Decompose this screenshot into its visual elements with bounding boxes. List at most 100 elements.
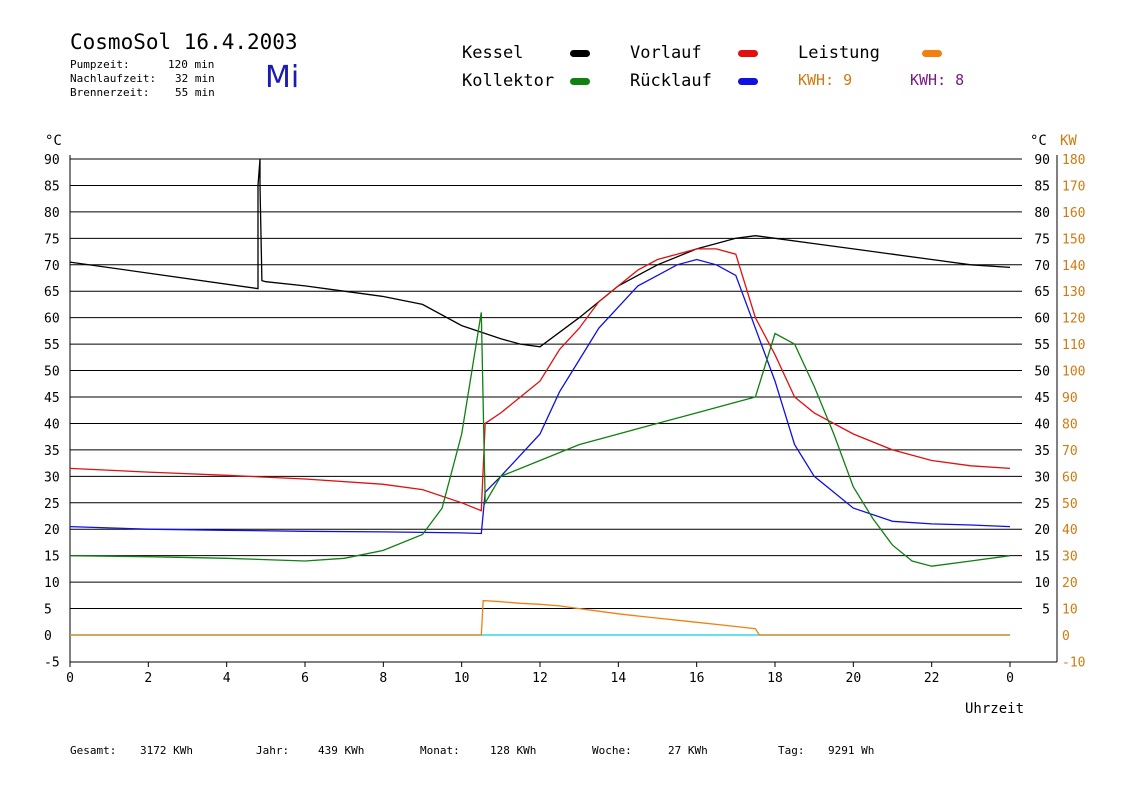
y-tick-label-right: 90 — [1034, 153, 1050, 168]
y-tick-label-right: 5 — [1042, 603, 1050, 618]
legend-kollektor-label: Kollektor — [462, 71, 555, 91]
series-kessel-line — [69, 158, 1011, 348]
x-tick-label: 18 — [767, 671, 783, 686]
y-tick-label-left: -5 — [44, 655, 60, 670]
y-tick-label-kw: 30 — [1062, 550, 1078, 565]
weekday-label: Mi — [265, 60, 300, 95]
footer-jahr-label: Jahr: — [256, 744, 290, 757]
legend-vorlauf-label: Vorlauf — [630, 43, 702, 63]
y-tick-label-kw: 160 — [1062, 206, 1085, 221]
y-tick-label-left: 55 — [44, 338, 60, 353]
y-tick-label-left: 80 — [44, 206, 60, 221]
y-tick-label-right: 10 — [1034, 576, 1050, 591]
kwh-purple-value: KWH: 8 — [910, 71, 965, 89]
legend-leistung-label: Leistung — [798, 43, 880, 63]
legend-kollektor-swatch — [570, 78, 590, 85]
y-tick-label-kw: 60 — [1062, 470, 1078, 485]
x-tick-label: 0 — [1006, 671, 1014, 686]
x-axis-label: Uhrzeit — [965, 701, 1025, 717]
left-axis-unit: °C — [45, 133, 62, 149]
footer-gesamt-label: Gesamt: — [70, 744, 117, 757]
axis-tick-labels: -505101520253035404550556065707580859051… — [44, 153, 1085, 686]
y-tick-label-kw: 90 — [1062, 391, 1078, 406]
kwh-orange-value: KWH: 9 — [798, 71, 853, 89]
y-tick-label-left: 75 — [44, 232, 60, 247]
y-tick-label-right: 55 — [1034, 338, 1050, 353]
y-tick-label-right: 35 — [1034, 444, 1050, 459]
x-tick-label: 10 — [454, 671, 470, 686]
y-tick-label-kw: 110 — [1062, 338, 1085, 353]
y-tick-label-left: 5 — [44, 603, 52, 618]
y-tick-label-right: 50 — [1034, 365, 1050, 380]
y-tick-label-right: 30 — [1034, 470, 1050, 485]
y-tick-label-kw: 20 — [1062, 576, 1078, 591]
y-tick-label-left: 0 — [44, 629, 52, 644]
series-ruecklauf-line — [69, 258, 1011, 535]
y-tick-label-right: 70 — [1034, 259, 1050, 274]
y-tick-label-left: 15 — [44, 550, 60, 565]
series-kollektor-line — [69, 312, 1011, 567]
y-tick-label-kw: 70 — [1062, 444, 1078, 459]
y-tick-label-kw: 100 — [1062, 365, 1085, 380]
stat-brennerzeit-value: 55 min — [175, 86, 215, 99]
y-tick-label-left: 45 — [44, 391, 60, 406]
footer-gesamt-value: 3172 KWh — [140, 744, 193, 757]
y-tick-label-left: 85 — [44, 179, 60, 194]
y-tick-label-left: 65 — [44, 285, 60, 300]
footer-jahr-value: 439 KWh — [318, 744, 365, 757]
x-tick-label: 14 — [611, 671, 627, 686]
y-tick-label-kw: 150 — [1062, 232, 1085, 247]
x-tick-label: 16 — [689, 671, 705, 686]
y-tick-label-kw: 80 — [1062, 417, 1078, 432]
legend-kessel-label: Kessel — [462, 43, 524, 63]
y-tick-label-right: 45 — [1034, 391, 1050, 406]
y-tick-label-kw: 40 — [1062, 523, 1078, 538]
y-tick-label-right: 25 — [1034, 497, 1050, 512]
y-tick-label-left: 30 — [44, 470, 60, 485]
stat-nachlaufzeit-value: 32 min — [175, 72, 215, 85]
y-tick-label-left: 20 — [44, 523, 60, 538]
stat-nachlaufzeit-label: Nachlaufzeit: — [70, 72, 157, 85]
x-tick-label: 20 — [846, 671, 862, 686]
footer-woche-label: Woche: — [592, 744, 632, 757]
stat-pumpzeit-value: 120 min — [168, 58, 215, 71]
y-tick-label-left: 90 — [44, 153, 60, 168]
footer-tag-value: 9291 Wh — [828, 744, 875, 757]
x-tick-label: 12 — [532, 671, 548, 686]
y-tick-label-kw: 180 — [1062, 153, 1085, 168]
y-tick-label-right: 75 — [1034, 232, 1050, 247]
y-tick-label-right: 20 — [1034, 523, 1050, 538]
footer-tag-label: Tag: — [778, 744, 805, 757]
y-tick-label-kw: 10 — [1062, 603, 1078, 618]
y-tick-label-left: 60 — [44, 312, 60, 327]
y-tick-label-left: 10 — [44, 576, 60, 591]
x-tick-label: 2 — [144, 671, 152, 686]
y-tick-label-kw: 130 — [1062, 285, 1085, 300]
y-tick-label-left: 70 — [44, 259, 60, 274]
y-tick-label-kw: 120 — [1062, 312, 1085, 327]
y-tick-label-kw: 50 — [1062, 497, 1078, 512]
x-tick-label: 6 — [301, 671, 309, 686]
legend-vorlauf-swatch — [738, 50, 758, 57]
legend-leistung-swatch — [922, 50, 942, 57]
y-tick-label-right: 60 — [1034, 312, 1050, 327]
series-vorlauf-line — [69, 248, 1011, 512]
y-tick-label-kw: 170 — [1062, 179, 1085, 194]
stat-brennerzeit-label: Brennerzeit: — [70, 86, 150, 99]
x-tick-label: 22 — [924, 671, 940, 686]
y-tick-label-right: 80 — [1034, 206, 1050, 221]
grid-lines — [69, 155, 1058, 667]
chart-title: CosmoSol 16.4.2003 — [70, 30, 298, 54]
footer-monat-value: 128 KWh — [490, 744, 537, 757]
legend-ruecklauf-label: Rücklauf — [630, 71, 712, 91]
footer-monat-label: Monat: — [420, 744, 460, 757]
x-tick-label: 0 — [66, 671, 74, 686]
y-tick-label-kw: 140 — [1062, 259, 1085, 274]
y-tick-label-right: 65 — [1034, 285, 1050, 300]
y-tick-label-left: 35 — [44, 444, 60, 459]
data-series — [69, 158, 1011, 636]
x-tick-label: 4 — [223, 671, 231, 686]
y-tick-label-left: 40 — [44, 417, 60, 432]
y-tick-label-right: 40 — [1034, 417, 1050, 432]
